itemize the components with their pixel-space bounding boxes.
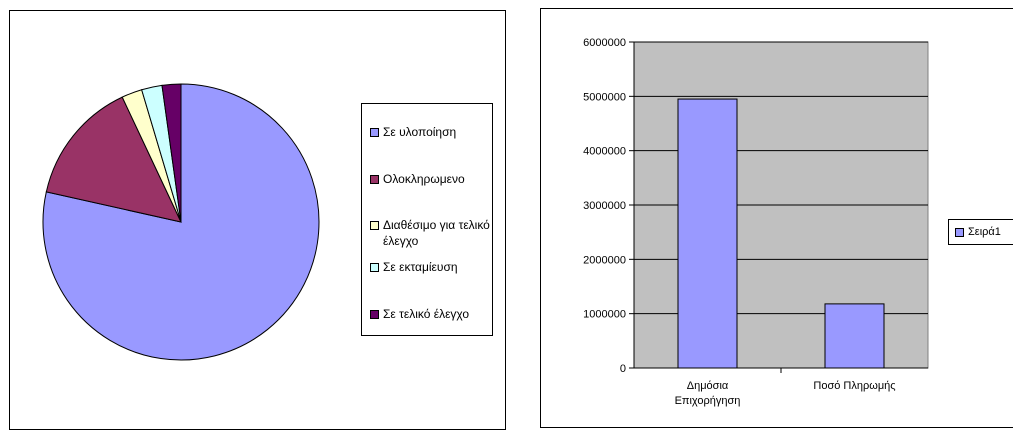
legend-swatch [370, 263, 379, 272]
pie-slice-4 [161, 83, 182, 223]
legend-swatch [370, 310, 379, 319]
y-tick-label: 0 [620, 363, 626, 375]
legend-swatch [370, 175, 379, 184]
pie-slice-0 [42, 83, 320, 361]
x-tick-label: Ποσό Πληρωμής [813, 380, 895, 392]
y-tick-label: 2000000 [583, 254, 626, 266]
y-tick-label: 5000000 [583, 91, 626, 103]
legend-label: Σε υλοποίηση [383, 125, 457, 139]
x-tick-label: Δημόσια Επιχορήγηση [675, 380, 741, 407]
y-tick-label: 1000000 [583, 309, 626, 321]
y-tick-label: 3000000 [583, 200, 626, 212]
legend-label: Σειρά1 [968, 226, 1001, 238]
legend-label: Ολοκληρωμενο [383, 172, 465, 186]
legend-label: Σε τελικό έλεγχο [383, 307, 470, 321]
pie-legend: Σε υλοποίηση Ολοκληρωμενο Διαθέσιμο για τε… [361, 103, 493, 336]
legend-label: Σε εκταμίευση [383, 260, 458, 274]
y-tick-label: 6000000 [583, 37, 626, 49]
bar-chart-plot: 0 1000000 2000000 3000000 4000000 5000000 6000… [583, 37, 929, 407]
legend-swatch [370, 128, 379, 137]
legend-label: Διαθέσιμο για τελικό έλεγχο [383, 218, 490, 248]
bar-1 [824, 303, 885, 369]
legend-swatch [955, 228, 964, 237]
pie-chart-panel: Σε υλοποίηση Ολοκληρωμενο Διαθέσιμο για τε… [9, 10, 506, 430]
pie-slice-1 [45, 96, 182, 223]
pie-chart-plot [42, 83, 320, 361]
y-tick-label: 4000000 [583, 146, 626, 158]
bar-legend: Σειρά1 [948, 219, 1013, 245]
bar-chart-panel: 0 1000000 2000000 3000000 4000000 5000000 6000… [540, 8, 1013, 428]
bar-0 [677, 98, 738, 369]
legend-swatch [370, 221, 379, 230]
